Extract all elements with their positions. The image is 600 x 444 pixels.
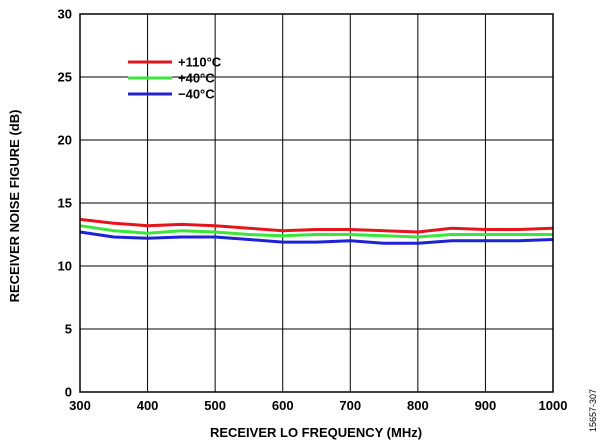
- figure-id: 15657-307: [588, 389, 598, 432]
- series-line-2: [79, 230, 554, 245]
- y-tick-label: 5: [65, 322, 72, 337]
- x-tick-label: 700: [339, 398, 361, 413]
- y-tick-label: 10: [58, 259, 72, 274]
- x-tick-label: 1000: [539, 398, 568, 413]
- x-tick-label: 900: [475, 398, 497, 413]
- x-tick-label: 300: [69, 398, 91, 413]
- x-axis-title: RECEIVER LO FREQUENCY (MHz): [210, 425, 422, 440]
- legend: +110°C+40°C−40°C: [128, 55, 222, 102]
- series-line-0: [79, 217, 554, 234]
- grid-lines: [80, 14, 553, 392]
- x-tick-label: 600: [272, 398, 294, 413]
- legend-label-0: +110°C: [178, 55, 222, 70]
- legend-label-1: +40°C: [178, 71, 215, 86]
- x-tick-label: 500: [204, 398, 226, 413]
- y-tick-label: 30: [58, 7, 72, 22]
- series-lines: [79, 217, 554, 245]
- plot-frame: [79, 13, 554, 393]
- legend-label-2: −40°C: [178, 87, 215, 102]
- y-tick-label: 25: [58, 70, 72, 85]
- y-tick-label: 20: [58, 133, 72, 148]
- y-tick-label: 15: [58, 196, 72, 211]
- x-tick-label: 800: [407, 398, 429, 413]
- y-tick-label: 0: [65, 385, 72, 400]
- series-line-1: [79, 224, 553, 239]
- tick-labels: 300 400 500 600 700 800 900 1000 0 5 10 15 20 25 30: [58, 7, 568, 414]
- x-tick-label: 400: [137, 398, 159, 413]
- y-axis-title: RECEIVER NOISE FIGURE (dB): [7, 110, 22, 303]
